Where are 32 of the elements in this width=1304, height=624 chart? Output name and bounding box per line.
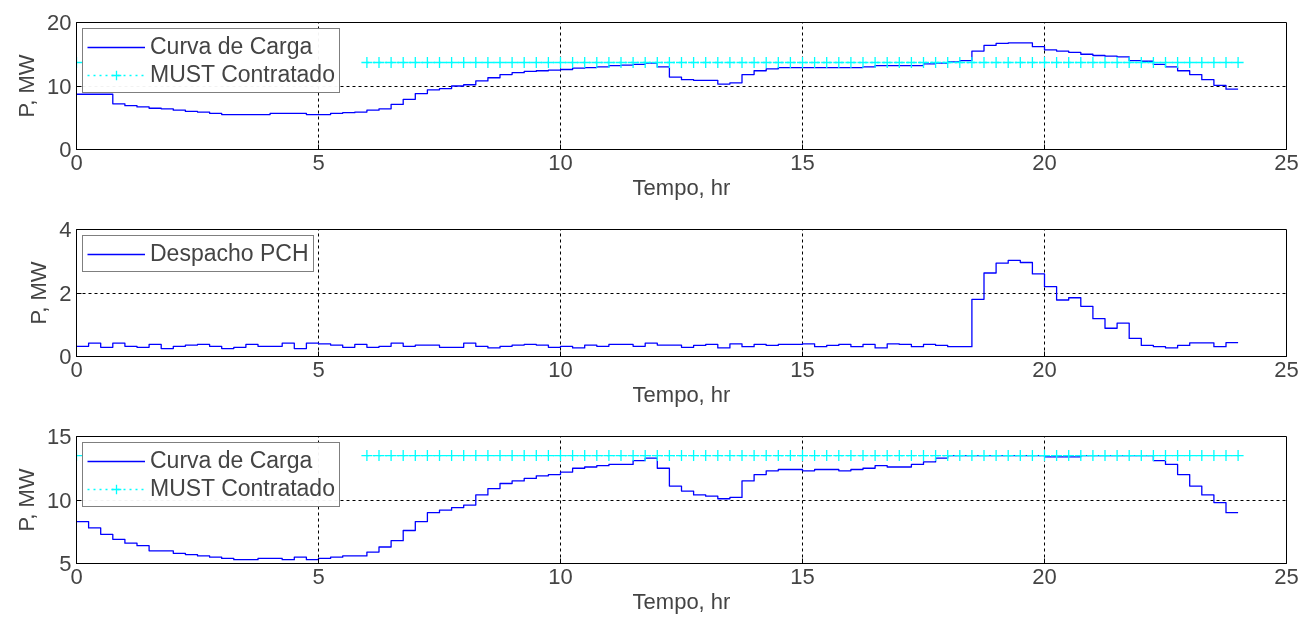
legend-label: MUST Contratado bbox=[150, 61, 335, 88]
x-tick-label: 10 bbox=[548, 149, 573, 175]
y-tick-label: 10 bbox=[47, 73, 72, 99]
x-tick-label: 20 bbox=[1032, 563, 1057, 589]
y-tick-label: 20 bbox=[47, 10, 72, 35]
legend-label: Curva de Carga bbox=[150, 33, 313, 60]
x-axis-title: Tempo, hr bbox=[632, 588, 731, 614]
x-axis-title: Tempo, hr bbox=[632, 381, 731, 407]
y-axis-title: P, MW bbox=[26, 261, 52, 325]
y-tick-label: 10 bbox=[47, 487, 72, 513]
y-tick-label: 15 bbox=[47, 424, 72, 449]
x-tick-label: 20 bbox=[1032, 356, 1057, 382]
x-tick-label: 25 bbox=[1274, 356, 1299, 382]
x-tick-label: 10 bbox=[548, 356, 573, 382]
x-tick-label: 15 bbox=[790, 149, 815, 175]
y-tick-label: 2 bbox=[59, 280, 72, 306]
x-tick-label: 10 bbox=[548, 563, 573, 589]
x-tick-label: 15 bbox=[790, 356, 815, 382]
y-axis-title: P, MW bbox=[14, 468, 40, 532]
x-axis-title: Tempo, hr bbox=[632, 174, 731, 200]
x-tick-label: 5 bbox=[312, 356, 325, 382]
x-tick-label: 5 bbox=[312, 563, 325, 589]
x-tick-label: 25 bbox=[1274, 149, 1299, 175]
x-tick-label: 20 bbox=[1032, 149, 1057, 175]
legend-label: Curva de Carga bbox=[150, 447, 313, 474]
y-tick-label: 4 bbox=[59, 217, 72, 242]
y-axis-title: P, MW bbox=[14, 54, 40, 118]
x-tick-label: 15 bbox=[790, 563, 815, 589]
x-tick-label: 5 bbox=[312, 149, 325, 175]
x-tick-label: 25 bbox=[1274, 563, 1299, 589]
legend-label: MUST Contratado bbox=[150, 475, 335, 502]
legend-label: Despacho PCH bbox=[150, 240, 309, 267]
